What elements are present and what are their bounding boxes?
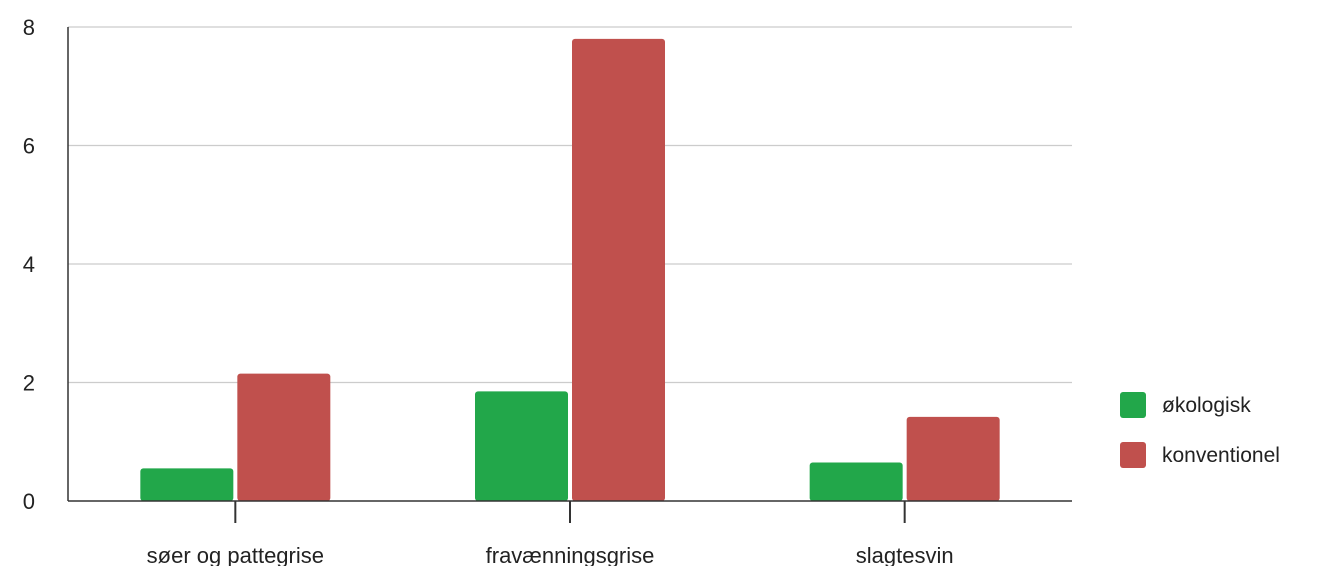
legend-swatch bbox=[1120, 392, 1146, 418]
bar-konventionel bbox=[906, 416, 1000, 501]
y-tick-label: 0 bbox=[23, 489, 35, 514]
y-tick-label: 2 bbox=[23, 371, 35, 396]
bar-konventionel bbox=[237, 373, 331, 501]
bar-okologisk bbox=[809, 462, 903, 501]
bar-okologisk bbox=[475, 391, 568, 501]
gridlines bbox=[68, 26, 1072, 384]
legend-label: økologisk bbox=[1162, 394, 1251, 417]
legend: økologisk konventionel bbox=[1120, 392, 1280, 468]
category-label: slagtesvin bbox=[856, 543, 954, 566]
legend-label: konventionel bbox=[1162, 444, 1280, 467]
bar-konventionel bbox=[572, 38, 665, 501]
y-tick-label: 8 bbox=[23, 15, 35, 40]
category-label: fravænningsgrise bbox=[486, 543, 655, 566]
bars bbox=[140, 38, 1000, 501]
bar-okologisk bbox=[140, 468, 234, 501]
legend-swatch bbox=[1120, 442, 1146, 468]
y-tick-label: 4 bbox=[23, 252, 35, 277]
y-tick-label: 6 bbox=[23, 134, 35, 159]
y-tick-labels: 0 2 4 6 8 bbox=[23, 15, 35, 514]
axes bbox=[67, 27, 1072, 523]
category-labels: søer og pattegrise fravænningsgrise slagte… bbox=[147, 543, 954, 566]
category-label: søer og pattegrise bbox=[147, 543, 324, 566]
